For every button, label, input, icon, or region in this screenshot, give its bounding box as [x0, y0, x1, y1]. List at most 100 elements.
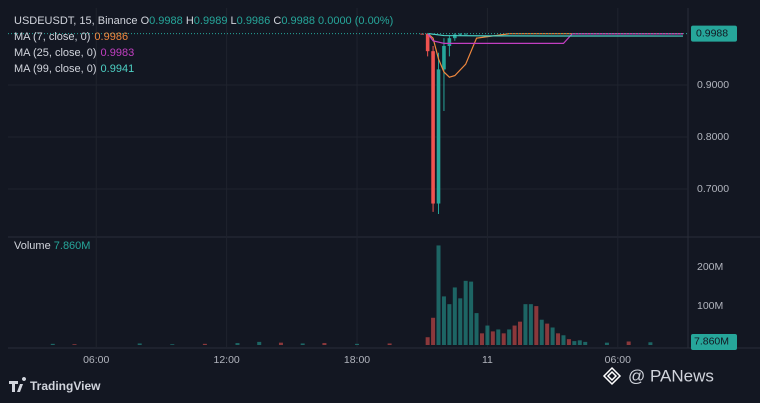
volume-bar [507, 329, 512, 345]
volume-bar [528, 304, 533, 345]
watermark-icon [602, 366, 622, 386]
watermark-text: @ PANews [628, 366, 714, 385]
volume-bar [72, 344, 77, 345]
last-price-label: 0.9988 [696, 27, 728, 39]
ma-legend: MA (25, close, 0) 0.9983 [14, 47, 134, 59]
open-value: 0.9988 [149, 15, 183, 27]
volume-legend: Volume 7.860M [14, 240, 90, 252]
close-value: 0.9988 [281, 15, 315, 27]
y-tick-label: 0.9000 [697, 79, 729, 91]
open-label: O [141, 15, 150, 27]
y-tick-label: 200M [697, 261, 723, 273]
close-label: C [273, 15, 281, 27]
watermark: @ PANews [602, 366, 714, 386]
change: 0.0000 (0.00%) [318, 15, 393, 27]
volume-bar [425, 337, 430, 345]
volume-bar [604, 342, 609, 345]
volume-bar [523, 304, 528, 345]
volume-bar [441, 296, 446, 345]
volume-bar [50, 343, 55, 345]
ma-value: 0.9983 [101, 47, 135, 59]
volume-bar [490, 331, 495, 345]
ma-name: MA (99, close, 0) [14, 63, 97, 75]
volume-bar [512, 325, 517, 345]
low-value: 0.9986 [237, 15, 271, 27]
platform-name: TradingView [30, 379, 101, 393]
symbol: USDEUSDT, 15, Binance [14, 15, 138, 27]
volume-bar [463, 280, 468, 345]
volume-bar [501, 333, 506, 345]
volume-bar [561, 335, 566, 345]
candle-body [431, 51, 435, 204]
y-tick-label: 0.7000 [697, 183, 729, 195]
ma-legend: MA (99, close, 0) 0.9941 [14, 63, 134, 75]
plot [8, 32, 688, 345]
x-tick-label: 11 [482, 354, 493, 366]
volume-bar [355, 343, 360, 345]
volume-bar [550, 327, 555, 345]
volume-bar [518, 321, 523, 345]
ma-value: 0.9941 [101, 63, 135, 75]
ma-name: MA (25, close, 0) [14, 47, 97, 59]
volume-bar [577, 340, 582, 345]
high-label: H [186, 15, 194, 27]
volume-bar [322, 343, 327, 345]
volume-title: Volume [14, 240, 51, 252]
volume-bar [626, 341, 631, 345]
volume-bar [534, 306, 539, 345]
volume-bar [485, 325, 490, 345]
tradingview-logo: TradingView [9, 377, 101, 393]
volume-last-box [691, 333, 737, 350]
volume-bar [474, 313, 479, 345]
volume-bar [452, 287, 457, 345]
ma-name: MA (7, close, 0) [14, 31, 90, 43]
volume-last: 7.860M [54, 240, 91, 252]
volume-bar [235, 343, 240, 345]
volume-bar [137, 343, 142, 345]
candle-body [463, 33, 468, 35]
volume-last-label: 7.860M [694, 336, 729, 348]
y-tick-label: 100M [697, 300, 723, 312]
x-tick-label: 18:00 [344, 354, 370, 366]
last-price-box [691, 25, 737, 42]
y-tick-label: 0.8000 [697, 131, 729, 143]
candle-body [436, 69, 441, 204]
volume-bar [387, 343, 392, 345]
ma-line [427, 32, 684, 37]
volume-bar [556, 333, 561, 345]
volume-bar [202, 343, 207, 345]
candle-body [453, 34, 457, 39]
high-value: 0.9989 [194, 15, 228, 27]
volume-bar [566, 339, 571, 345]
logo-icon [9, 377, 27, 392]
volume-bar [257, 341, 262, 345]
volume-bar [539, 319, 544, 345]
volume-bar [431, 317, 436, 345]
candle-body [458, 33, 463, 35]
volume-bar [545, 323, 550, 345]
ma-legend: MA (7, close, 0) 0.9986 [14, 31, 128, 43]
volume-bar [469, 281, 474, 345]
volume-bar [458, 298, 463, 345]
volume-bar [572, 341, 577, 345]
volume-bar [447, 304, 452, 345]
volume-bar [648, 342, 653, 345]
volume-bar [479, 333, 484, 345]
volume-bar [170, 344, 175, 345]
candle-body [442, 45, 446, 70]
volume-bar [583, 341, 588, 345]
x-tick-label: 06:00 [605, 354, 631, 366]
grid [8, 8, 688, 348]
volume-bar [436, 245, 441, 345]
volume-bar [300, 343, 305, 345]
low-label: L [231, 15, 237, 27]
x-tick-label: 12:00 [213, 354, 239, 366]
ma-value: 0.9986 [94, 31, 128, 43]
volume-bar [496, 329, 501, 345]
candle-body [447, 38, 452, 46]
header: USDEUSDT, 15, Binance O0.9988 H0.9989 L0… [14, 15, 393, 27]
volume-bar [278, 342, 283, 345]
candle-body [425, 33, 430, 52]
